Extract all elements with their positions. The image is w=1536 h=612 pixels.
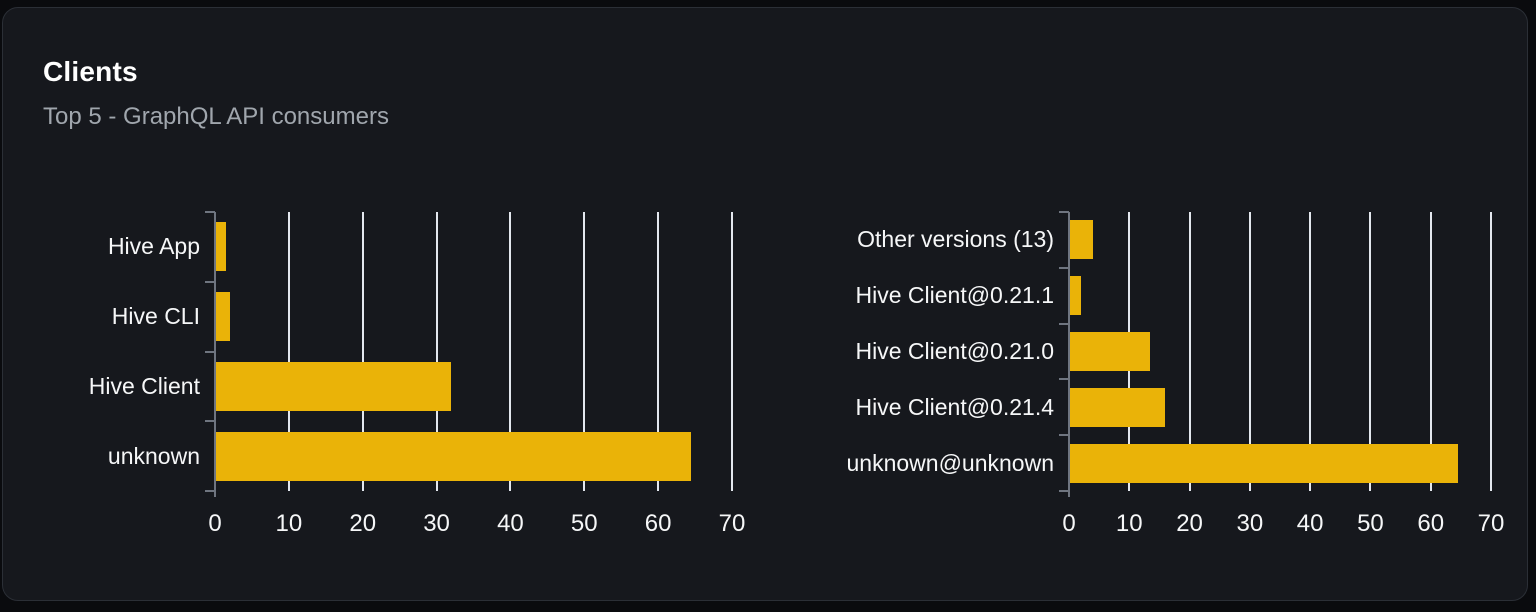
x-axis-labels: 0 10 20 30 40 50 60 70: [208, 502, 745, 547]
gridline: [1188, 212, 1191, 491]
y-axis-tick: [205, 350, 215, 353]
chart-bar[interactable]: [215, 361, 452, 411]
x-tick-label: 50: [1357, 510, 1384, 537]
y-axis-line: [214, 212, 216, 497]
category-label: Hive Client@0.21.1: [855, 282, 1055, 309]
category-label: Hive Client@0.21.4: [855, 393, 1055, 420]
chart-bar[interactable]: [215, 222, 227, 272]
category-label: Hive App: [107, 233, 200, 260]
y-axis-tick: [205, 280, 215, 283]
x-tick-label: 70: [1477, 510, 1505, 537]
gridline: [1369, 212, 1372, 491]
x-tick-label: 30: [1236, 510, 1264, 537]
y-axis-tick: [205, 490, 215, 492]
x-tick-label: 20: [1176, 510, 1203, 537]
category-label: Other versions (13): [857, 226, 1054, 253]
clients-card: Clients Top 5 - GraphQL API consumers Hi…: [2, 7, 1528, 601]
y-axis-tick: [1059, 266, 1069, 269]
gridline: [1490, 212, 1492, 491]
x-tick-label: 60: [1417, 510, 1445, 537]
plot-area: [1059, 211, 1492, 497]
gridline: [509, 212, 512, 491]
x-tick-label: 50: [570, 510, 598, 537]
category-label: Hive Client@0.21.0: [855, 337, 1055, 364]
y-axis-tick: [1059, 211, 1069, 213]
x-tick-label: 10: [275, 510, 303, 537]
gridline: [287, 212, 290, 491]
x-tick-label: 60: [644, 510, 672, 537]
y-axis-tick: [205, 420, 215, 423]
chart-bar[interactable]: [215, 431, 692, 481]
clients-by-version-chart: Other versions (13) Hive Client@0.21.1 Hiv…: [824, 211, 1504, 547]
y-axis-tick: [1059, 490, 1069, 492]
x-tick-label: 0: [1062, 510, 1076, 537]
gridline: [1248, 212, 1251, 491]
x-tick-label: 40: [497, 510, 524, 537]
x-tick-label: 0: [208, 510, 222, 537]
x-tick-label: 70: [718, 510, 746, 537]
chart-bar[interactable]: [215, 292, 230, 342]
x-tick-label: 20: [349, 510, 377, 537]
card-subtitle: Top 5 - GraphQL API consumers: [43, 103, 389, 130]
gridline: [657, 212, 660, 491]
plot-area: [205, 211, 733, 497]
chart-bar[interactable]: [1069, 332, 1151, 371]
category-label: Hive Client: [88, 372, 200, 399]
category-label: unknown: [107, 442, 200, 469]
x-axis-labels: 0 10 20 30 40 50 60 70: [1062, 502, 1504, 547]
category-axis: Other versions (13) Hive Client@0.21.1 Hiv…: [824, 212, 1069, 491]
x-tick-label: 10: [1115, 510, 1143, 537]
y-axis-tick: [1059, 434, 1069, 437]
gridline: [583, 212, 586, 491]
gridline: [435, 212, 438, 491]
gridline: [731, 212, 733, 491]
clients-by-name-chart: Hive App Hive CLI Hive Client unknown 0 10 20…: [39, 211, 745, 547]
gridline: [1309, 212, 1312, 491]
y-axis-tick: [205, 211, 215, 213]
gridline: [1429, 212, 1432, 491]
chart-bar[interactable]: [1069, 220, 1094, 260]
category-label: unknown@unknown: [846, 449, 1054, 476]
x-tick-label: 30: [423, 510, 450, 537]
y-axis-line: [1068, 212, 1070, 497]
card-title: Clients: [43, 56, 138, 87]
gridline: [361, 212, 364, 491]
y-axis-tick: [1059, 322, 1069, 325]
category-axis: Hive App Hive CLI Hive Client unknown: [39, 212, 215, 491]
chart-bar[interactable]: [1069, 276, 1082, 316]
y-axis-tick: [1059, 378, 1069, 381]
chart-bar[interactable]: [1069, 387, 1166, 427]
chart-bar[interactable]: [1069, 443, 1458, 483]
category-label: Hive CLI: [111, 303, 200, 330]
x-tick-label: 40: [1296, 510, 1324, 537]
